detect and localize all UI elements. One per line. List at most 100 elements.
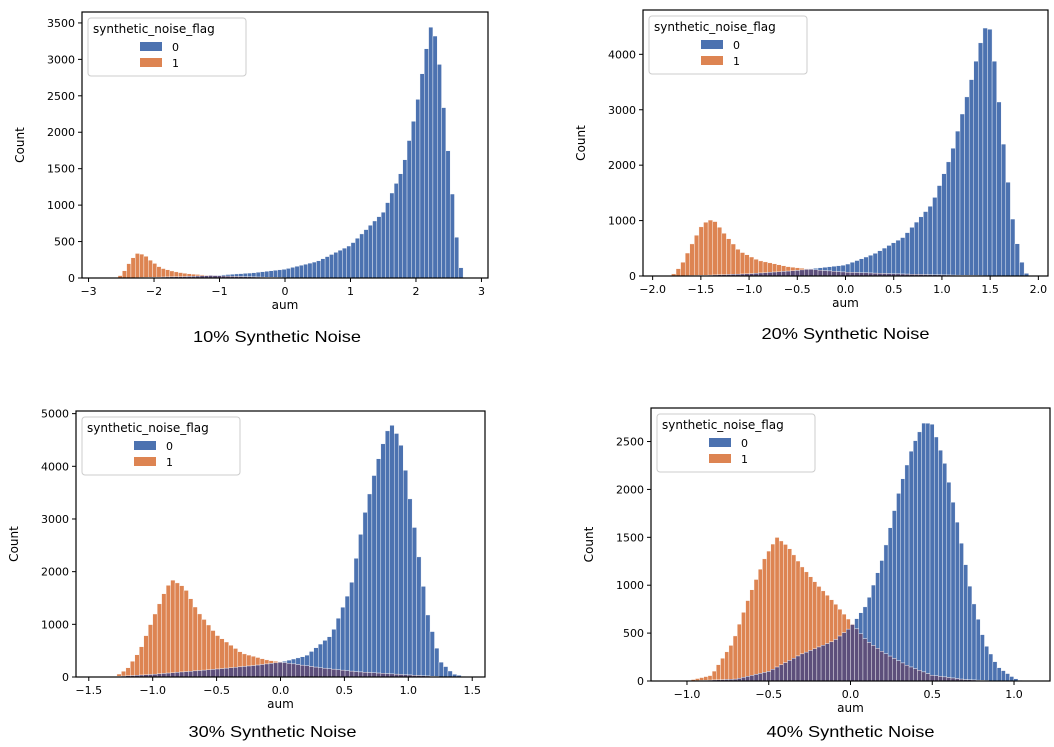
bar-series-0 xyxy=(813,268,819,271)
bar-series-0 xyxy=(303,263,309,279)
bar-series-1 xyxy=(737,623,742,679)
bar-series-0 xyxy=(316,260,321,279)
bar-series-1 xyxy=(165,269,170,278)
bar-overlap xyxy=(904,665,910,682)
bar-series-0 xyxy=(225,274,231,277)
legend: synthetic_noise_flag 0 1 xyxy=(81,416,241,476)
bar-series-0 xyxy=(982,27,988,276)
chart-panel: 0 500 1000 1500 2000 2500 −1.0 −0.5 0.0 0.5 1.0 aum… xyxy=(582,407,1051,741)
bar-series-0 xyxy=(385,430,390,674)
bar-series-0 xyxy=(313,647,319,668)
bar-series-1 xyxy=(776,264,782,272)
bar-series-0 xyxy=(826,266,832,272)
bar-overlap xyxy=(826,270,832,277)
bar-overlap xyxy=(770,669,776,682)
bar-series-0 xyxy=(975,619,981,681)
bar-series-1 xyxy=(781,265,787,272)
bar-series-0 xyxy=(946,482,952,678)
bar-series-0 xyxy=(251,272,257,278)
bar-series-0 xyxy=(398,445,404,675)
bar-series-0 xyxy=(333,252,339,279)
bar-series-1 xyxy=(720,658,725,680)
bar-series-1 xyxy=(684,252,690,276)
bar-series-1 xyxy=(766,550,771,672)
bar-series-0 xyxy=(941,173,947,276)
bar-overlap xyxy=(745,676,751,682)
bar-series-1 xyxy=(772,263,777,273)
bar-series-1 xyxy=(139,646,144,676)
bar-series-1 xyxy=(698,226,704,276)
bar-overlap xyxy=(883,653,889,682)
bar-series-1 xyxy=(174,582,180,673)
x-tick-label: 0.5 xyxy=(885,283,903,296)
bar-series-0 xyxy=(1010,218,1016,277)
bar-series-1 xyxy=(726,238,732,275)
bar-overlap xyxy=(846,628,851,682)
legend: synthetic_noise_flag 0 1 xyxy=(87,17,247,77)
legend-box xyxy=(81,416,241,476)
y-tick-label: 1000 xyxy=(616,579,644,592)
bar-series-1 xyxy=(246,654,252,667)
bar-series-1 xyxy=(126,263,132,279)
bar-series-0 xyxy=(324,256,330,279)
bar-series-0 xyxy=(406,140,412,279)
y-tick-label: 500 xyxy=(623,627,644,640)
bar-series-0 xyxy=(992,661,998,682)
bar-series-0 xyxy=(934,436,939,676)
bar-overlap xyxy=(896,660,901,682)
x-tick-label: −1.0 xyxy=(736,283,763,296)
bar-series-1 xyxy=(846,618,851,630)
bar-overlap xyxy=(201,669,207,678)
bar-series-0 xyxy=(415,99,421,279)
bar-series-0 xyxy=(1019,262,1025,277)
bar-series-0 xyxy=(881,247,887,274)
x-tick-label: 1.0 xyxy=(933,283,951,296)
bar-series-0 xyxy=(389,425,395,675)
bar-series-1 xyxy=(837,609,843,637)
bar-series-0 xyxy=(1009,676,1015,682)
bar-series-0 xyxy=(394,433,399,675)
bar-overlap xyxy=(250,665,256,678)
bar-series-0 xyxy=(437,64,442,279)
legend: synthetic_noise_flag 0 1 xyxy=(648,15,808,75)
bar-series-0 xyxy=(286,268,291,279)
bar-series-1 xyxy=(143,635,149,675)
bar-series-0 xyxy=(282,661,288,663)
bar-overlap xyxy=(237,666,243,678)
bar-series-0 xyxy=(932,197,938,275)
legend-box xyxy=(87,17,247,77)
bar-overlap xyxy=(313,666,319,678)
legend-label-1: 1 xyxy=(733,55,740,68)
x-tick-label: −0.5 xyxy=(755,688,782,701)
bar-series-0 xyxy=(938,449,943,677)
bar-series-0 xyxy=(260,271,265,278)
legend-label-0: 0 xyxy=(172,41,179,54)
bar-series-1 xyxy=(173,271,179,277)
bar-overlap xyxy=(170,672,176,678)
bar-series-1 xyxy=(201,619,207,671)
x-tick-label: −1 xyxy=(211,285,227,298)
x-tick-label: 0 xyxy=(282,285,289,298)
bar-series-0 xyxy=(963,564,968,680)
bar-overlap xyxy=(804,651,809,682)
bar-series-0 xyxy=(854,260,860,273)
bar-series-1 xyxy=(762,261,768,273)
bar-series-1 xyxy=(724,651,730,680)
bar-series-1 xyxy=(170,579,176,673)
bar-series-0 xyxy=(443,666,449,678)
bar-overlap xyxy=(344,670,350,678)
bar-series-1 xyxy=(749,256,755,274)
bar-series-0 xyxy=(996,667,1002,682)
bar-series-1 xyxy=(186,273,192,277)
y-tick-label: 4000 xyxy=(41,460,69,473)
bar-series-0 xyxy=(927,206,933,275)
bar-series-1 xyxy=(183,590,189,672)
bar-series-0 xyxy=(295,657,301,665)
bar-overlap xyxy=(183,671,189,678)
bar-overlap xyxy=(304,665,310,678)
x-tick-label: −1.0 xyxy=(674,688,701,701)
bar-series-1 xyxy=(721,233,727,275)
bar-series-0 xyxy=(290,267,296,279)
bar-series-0 xyxy=(950,148,956,276)
x-tick-label: 0.5 xyxy=(924,688,942,701)
